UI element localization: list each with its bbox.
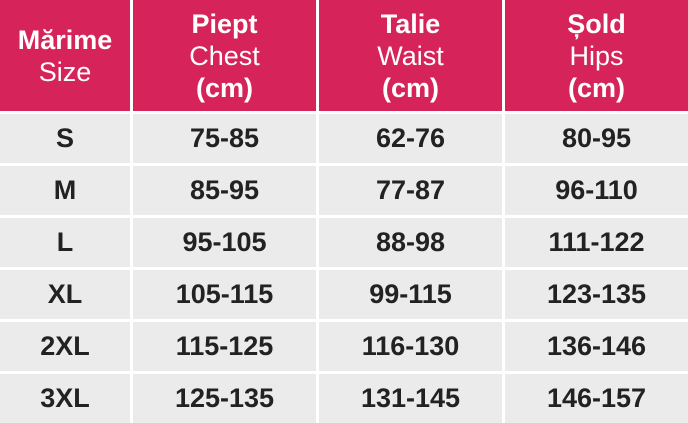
- measure-cell: 136-146: [505, 322, 688, 371]
- measure-cell: 115-125: [133, 322, 316, 371]
- measure-cell: 116-130: [319, 322, 502, 371]
- measure-cell: 80-95: [505, 114, 688, 163]
- header-text: Talie: [380, 8, 441, 39]
- measure-cell: 125-135: [133, 374, 316, 423]
- header-cell: Șold Hips (cm): [505, 0, 688, 111]
- header-text: Piept: [191, 8, 258, 39]
- header-cell: Talie Waist (cm): [319, 0, 502, 111]
- header-text: (cm): [381, 72, 439, 103]
- measure-cell: 96-110: [505, 166, 688, 215]
- measure-cell: 131-145: [319, 374, 502, 423]
- size-cell: S: [0, 114, 130, 163]
- size-cell: M: [0, 166, 130, 215]
- header-text: Size: [38, 56, 92, 87]
- measure-cell: 99-115: [319, 270, 502, 319]
- header-cell: Piept Chest (cm): [133, 0, 316, 111]
- header-text: (cm): [567, 72, 625, 103]
- measure-cell: 105-115: [133, 270, 316, 319]
- measure-cell: 123-135: [505, 270, 688, 319]
- measure-cell: 88-98: [319, 218, 502, 267]
- header-text: (cm): [195, 72, 253, 103]
- header-text: Waist: [377, 40, 444, 71]
- size-cell: XL: [0, 270, 130, 319]
- size-cell: 2XL: [0, 322, 130, 371]
- size-cell: 3XL: [0, 374, 130, 423]
- header-text: Hips: [569, 40, 624, 71]
- header-cell: Mărime Size: [0, 0, 130, 111]
- header-text: Mărime: [17, 24, 113, 55]
- header-text: Șold: [567, 8, 626, 39]
- measure-cell: 95-105: [133, 218, 316, 267]
- measure-cell: 111-122: [505, 218, 688, 267]
- measure-cell: 62-76: [319, 114, 502, 163]
- header-text: Chest: [189, 40, 260, 71]
- size-cell: L: [0, 218, 130, 267]
- measure-cell: 77-87: [319, 166, 502, 215]
- measure-cell: 75-85: [133, 114, 316, 163]
- measure-cell: 85-95: [133, 166, 316, 215]
- measure-cell: 146-157: [505, 374, 688, 423]
